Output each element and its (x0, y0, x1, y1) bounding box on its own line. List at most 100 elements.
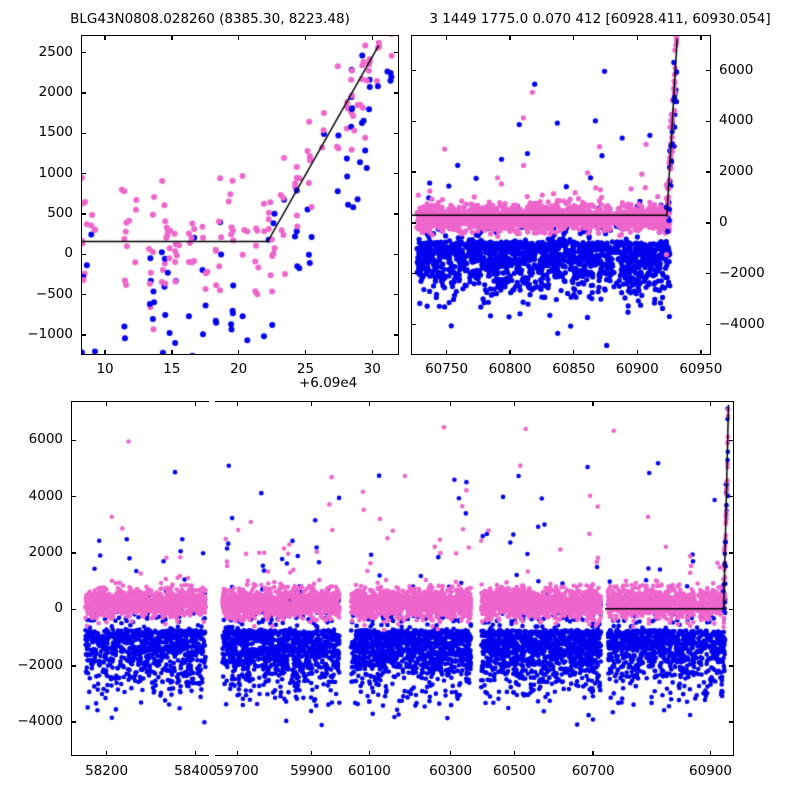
x-tick (509, 35, 511, 40)
x-tick-label-bottom: 59700 (215, 763, 259, 779)
x-tick-label-top-right: 60750 (425, 361, 469, 377)
y-tick (411, 69, 416, 72)
x-tick (513, 401, 516, 406)
x-tick-label-top-right: 60950 (679, 361, 723, 377)
axes-top-left (81, 35, 399, 355)
x-tick-label-top-left: 25 (296, 361, 315, 377)
y-tick (71, 439, 76, 442)
axes-bottom-segment-4 (475, 401, 605, 756)
x-tick (449, 751, 452, 756)
y-tick (729, 665, 734, 667)
x-tick (445, 35, 448, 40)
y-tick-label-bottom: 4000 (28, 487, 63, 504)
y-tick (81, 334, 86, 336)
x-tick-label-bottom: 58200 (85, 763, 129, 779)
y-tick (71, 552, 76, 554)
scatter-canvas-bottom-3 (345, 402, 475, 755)
y-tick (71, 721, 76, 723)
x-tick (304, 35, 307, 40)
y-tick (394, 213, 399, 215)
x-tick-label-top-left: 10 (96, 361, 114, 377)
x-offset-label-top-left: +6.09e4 (299, 375, 358, 391)
y-tick (81, 253, 86, 255)
y-tick-label-bottom: 6000 (28, 431, 63, 448)
y-tick (729, 608, 734, 611)
x-tick (636, 35, 638, 40)
x-tick-label-top-left: 30 (363, 361, 381, 377)
x-tick (368, 401, 371, 406)
x-tick (445, 350, 448, 355)
y-tick-label-top-right: 4000 (719, 112, 754, 129)
x-tick-label-bottom: 60300 (429, 763, 473, 779)
x-tick (104, 350, 106, 355)
axes-bottom-segment-5 (605, 401, 734, 756)
x-tick (171, 350, 173, 355)
y-tick-label-top-left: 2500 (38, 43, 73, 60)
y-tick (71, 496, 76, 498)
x-tick (573, 350, 575, 355)
y-tick (729, 552, 734, 554)
y-tick-label-top-right: −4000 (719, 315, 765, 332)
axes-bottom-segment-3 (345, 401, 475, 756)
x-tick-label-bottom: 60900 (689, 763, 732, 779)
y-tick-label-bottom: 0 (54, 600, 63, 617)
figure-title-left: BLG43N0808.028260 (8385.30, 8223.48) (70, 11, 350, 27)
y-tick (81, 172, 86, 175)
y-tick-label-top-left: 1000 (38, 164, 73, 181)
y-tick-label-top-left: 500 (47, 204, 73, 221)
axes-bottom-segment-2 (215, 401, 345, 756)
y-tick (394, 132, 399, 135)
x-tick (636, 350, 638, 355)
x-tick-label-top-left: 20 (230, 361, 248, 377)
x-tick (304, 350, 307, 355)
y-tick-label-bottom: −4000 (17, 713, 63, 730)
y-tick (706, 171, 711, 173)
axes-bottom-segment-1 (71, 401, 209, 756)
x-tick (709, 751, 712, 756)
y-tick (394, 172, 399, 175)
x-tick (105, 401, 108, 406)
x-tick (194, 401, 197, 406)
x-tick (509, 350, 511, 355)
y-tick (71, 608, 76, 611)
x-tick-label-bottom: 59900 (290, 763, 334, 779)
y-tick-label-top-right: 0 (719, 213, 728, 230)
x-tick (310, 751, 313, 756)
y-tick (706, 69, 711, 72)
scatter-canvas-bottom-4 (475, 402, 605, 755)
y-tick (394, 293, 399, 296)
y-tick (71, 665, 76, 667)
y-tick (81, 132, 86, 135)
x-tick-label-bottom: 60500 (492, 763, 536, 779)
y-tick (411, 120, 416, 123)
scatter-canvas-bottom-2 (215, 402, 345, 755)
x-tick (237, 350, 240, 355)
x-tick (105, 751, 108, 756)
x-tick (700, 35, 702, 40)
y-tick-label-bottom: −2000 (17, 656, 63, 673)
y-tick-label-top-left: −1000 (27, 325, 73, 342)
x-tick (371, 350, 373, 355)
y-tick (81, 293, 86, 296)
figure-title-right: 3 1449 1775.0 0.070 412 [60928.411, 6093… (429, 11, 771, 27)
y-tick-label-top-right: −2000 (719, 264, 765, 281)
y-tick (411, 171, 416, 173)
y-tick (729, 496, 734, 498)
x-tick (371, 35, 373, 40)
y-tick-label-top-left: 1500 (38, 124, 73, 141)
x-tick (700, 350, 702, 355)
x-tick (573, 35, 575, 40)
y-tick (81, 92, 86, 94)
y-tick (394, 92, 399, 94)
y-tick-label-top-left: −500 (35, 285, 73, 302)
x-tick (236, 401, 238, 406)
x-tick (709, 401, 712, 406)
scatter-canvas-bottom-5 (605, 402, 733, 755)
y-tick-label-bottom: 2000 (28, 544, 63, 561)
y-tick (706, 120, 711, 123)
x-tick-label-bottom: 60100 (347, 763, 391, 779)
x-tick-label-bottom: 58400 (174, 763, 218, 779)
x-tick (368, 751, 371, 756)
scatter-canvas-top-right (412, 36, 710, 354)
